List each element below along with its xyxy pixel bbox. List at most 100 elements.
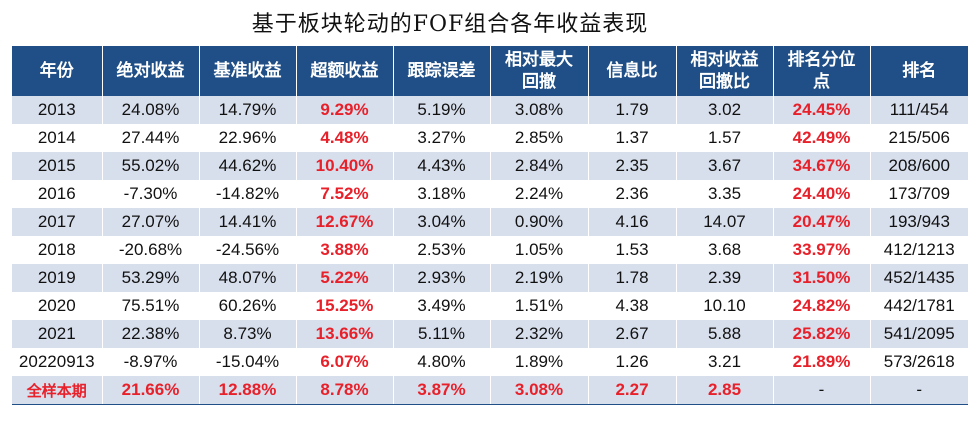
header-label-line: 点: [813, 72, 830, 92]
header-label-line: 信息比: [606, 61, 658, 81]
cell-rank-percentile: 42.49%: [773, 124, 871, 152]
column-header-information-ratio: 信息比: [588, 46, 677, 96]
header-label-line: 回撤比: [699, 72, 750, 92]
cell-absolute-return: 75.51%: [102, 292, 200, 320]
cell-relative-max-drawdown: 1.51%: [490, 292, 589, 320]
column-header-relative-return-drawdown-ratio: 相对收益 回撤比: [676, 46, 774, 96]
cell-relative-max-drawdown: 1.05%: [490, 236, 589, 264]
summary-cell-tracking-error: 3.87%: [393, 376, 491, 405]
cell-rank: 452/1435: [870, 264, 968, 292]
cell-benchmark-return: 60.26%: [199, 292, 297, 320]
table-row: 2020 75.51% 60.26% 15.25% 3.49% 1.51% 4.38 10.1…: [12, 292, 968, 320]
cell-relative-max-drawdown: 2.85%: [490, 124, 589, 152]
cell-relative-return-drawdown-ratio: 5.88: [676, 320, 774, 348]
cell-excess-return: 4.48%: [296, 124, 394, 152]
summary-cell-information-ratio: 2.27: [588, 376, 677, 405]
cell-rank: 173/709: [870, 180, 968, 208]
cell-information-ratio: 2.35: [588, 152, 677, 180]
table-row: 2017 27.07% 14.41% 12.67% 3.04% 0.90% 4.16 14.0…: [12, 208, 968, 236]
cell-relative-return-drawdown-ratio: 3.21: [676, 348, 774, 376]
cell-rank-percentile: 33.97%: [773, 236, 871, 264]
column-header-benchmark-return: 基准收益: [199, 46, 297, 96]
cell-year: 20220913: [12, 348, 103, 376]
summary-row: 全样本期 21.66% 12.88% 8.78% 3.87% 3.08% 2.27 2.85-…: [12, 376, 968, 405]
column-header-year: 年份: [12, 46, 103, 96]
cell-information-ratio: 1.37: [588, 124, 677, 152]
cell-excess-return: 10.40%: [296, 152, 394, 180]
cell-relative-max-drawdown: 2.84%: [490, 152, 589, 180]
cell-absolute-return: 27.44%: [102, 124, 200, 152]
cell-relative-max-drawdown: 2.32%: [490, 320, 589, 348]
cell-year: 2021: [12, 320, 103, 348]
table-row: 2018 -20.68% -24.56% 3.88% 2.53% 1.05% 1.53 3.6…: [12, 236, 968, 264]
table-row: 2014 27.44% 22.96% 4.48% 3.27% 2.85% 1.37 1.57 4…: [12, 124, 968, 152]
cell-information-ratio: 1.78: [588, 264, 677, 292]
cell-tracking-error: 5.11%: [393, 320, 491, 348]
cell-rank-percentile: 20.47%: [773, 208, 871, 236]
table-header-row: 年份 绝对收益 基准收益 超额收益 跟踪误差 相对最大 回撤 信息比 相对收益 回撤比 排名分位点排…: [12, 46, 968, 96]
cell-relative-max-drawdown: 2.19%: [490, 264, 589, 292]
header-label-line: 回撤: [522, 72, 556, 92]
cell-absolute-return: -8.97%: [102, 348, 200, 376]
cell-relative-return-drawdown-ratio: 3.35: [676, 180, 774, 208]
cell-relative-return-drawdown-ratio: 1.57: [676, 124, 774, 152]
summary-cell-relative-max-drawdown: 3.08%: [490, 376, 589, 405]
cell-tracking-error: 4.43%: [393, 152, 491, 180]
cell-rank: 412/1213: [870, 236, 968, 264]
cell-rank: 111/454: [870, 96, 968, 124]
cell-year: 2017: [12, 208, 103, 236]
cell-rank-percentile: 25.82%: [773, 320, 871, 348]
cell-tracking-error: 4.80%: [393, 348, 491, 376]
cell-year: 2019: [12, 264, 103, 292]
summary-cell-excess-return: 8.78%: [296, 376, 394, 405]
cell-absolute-return: 53.29%: [102, 264, 200, 292]
cell-relative-return-drawdown-ratio: 14.07: [676, 208, 774, 236]
cell-relative-return-drawdown-ratio: 3.67: [676, 152, 774, 180]
summary-label: 全样本期: [12, 376, 103, 405]
cell-rank-percentile: 24.45%: [773, 96, 871, 124]
cell-benchmark-return: 22.96%: [199, 124, 297, 152]
performance-table: 年份 绝对收益 基准收益 超额收益 跟踪误差 相对最大 回撤 信息比 相对收益 回撤比 排名分位点排…: [12, 46, 968, 405]
cell-benchmark-return: 48.07%: [199, 264, 297, 292]
header-label-line: 相对最大: [505, 50, 573, 70]
cell-relative-return-drawdown-ratio: 10.10: [676, 292, 774, 320]
table-row: 2013 24.08% 14.79% 9.29% 5.19% 3.08% 1.79 3.02 2…: [12, 96, 968, 124]
column-header-tracking-error: 跟踪误差: [393, 46, 491, 96]
cell-rank-percentile: 31.50%: [773, 264, 871, 292]
cell-excess-return: 9.29%: [296, 96, 394, 124]
cell-rank: 193/943: [870, 208, 968, 236]
cell-tracking-error: 5.19%: [393, 96, 491, 124]
summary-cell-relative-return-drawdown-ratio: 2.85: [676, 376, 774, 405]
table-row: 2021 22.38% 8.73% 13.66% 5.11% 2.32% 2.67 5.88 2…: [12, 320, 968, 348]
cell-tracking-error: 3.04%: [393, 208, 491, 236]
cell-excess-return: 15.25%: [296, 292, 394, 320]
cell-tracking-error: 3.18%: [393, 180, 491, 208]
cell-excess-return: 12.67%: [296, 208, 394, 236]
header-label-line: 跟踪误差: [407, 61, 476, 81]
cell-rank: 573/2618: [870, 348, 968, 376]
cell-rank: 208/600: [870, 152, 968, 180]
cell-rank-percentile: 21.89%: [773, 348, 871, 376]
cell-absolute-return: 27.07%: [102, 208, 200, 236]
cell-benchmark-return: -15.04%: [199, 348, 297, 376]
cell-excess-return: 3.88%: [296, 236, 394, 264]
cell-benchmark-return: 14.41%: [199, 208, 297, 236]
cell-information-ratio: 1.79: [588, 96, 677, 124]
cell-tracking-error: 3.27%: [393, 124, 491, 152]
page-title: 基于板块轮动的FOF组合各年收益表现: [251, 12, 649, 37]
header-label-line: 超额收益: [310, 61, 379, 81]
cell-year: 2015: [12, 152, 103, 180]
cell-excess-return: 13.66%: [296, 320, 394, 348]
cell-rank-percentile: 34.67%: [773, 152, 871, 180]
cell-absolute-return: -7.30%: [102, 180, 200, 208]
cell-information-ratio: 4.16: [588, 208, 677, 236]
cell-year: 2016: [12, 180, 103, 208]
cell-absolute-return: 55.02%: [102, 152, 200, 180]
cell-benchmark-return: 14.79%: [199, 96, 297, 124]
cell-benchmark-return: -14.82%: [199, 180, 297, 208]
cell-absolute-return: -20.68%: [102, 236, 200, 264]
summary-cell-absolute-return: 21.66%: [102, 376, 200, 405]
cell-tracking-error: 2.53%: [393, 236, 491, 264]
cell-excess-return: 7.52%: [296, 180, 394, 208]
column-header-rank-percentile: 排名分位点: [773, 46, 871, 96]
